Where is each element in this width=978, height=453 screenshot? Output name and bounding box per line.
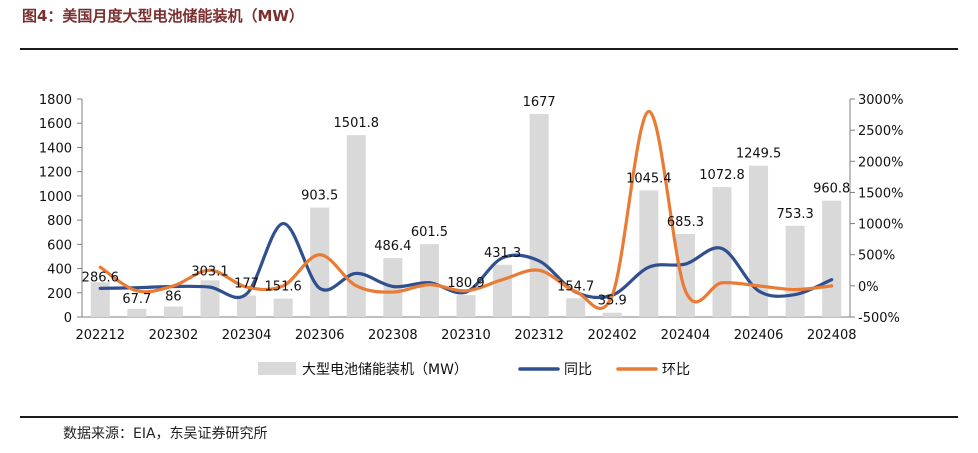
bar-202311 xyxy=(493,264,513,317)
bar-202305 xyxy=(273,298,293,317)
bar-202307 xyxy=(346,135,366,317)
bar-202310 xyxy=(456,295,476,317)
bar-202212 xyxy=(90,282,110,317)
y-left-tick-label: 200 xyxy=(47,287,72,302)
top-rule xyxy=(20,48,958,50)
data-label-202407: 753.3 xyxy=(777,207,814,222)
y-left-tick-label: 1400 xyxy=(39,141,72,156)
data-label-202403: 1045.4 xyxy=(626,171,672,186)
x-tick-label: 202402 xyxy=(587,328,637,343)
y-right-tick-label: 500% xyxy=(858,249,895,264)
data-label-202404: 685.3 xyxy=(667,215,704,230)
bottom-rule xyxy=(20,416,958,418)
y-left-tick-label: 1800 xyxy=(39,93,72,108)
data-label-202302: 86 xyxy=(165,290,182,305)
y-right-tick-label: -500% xyxy=(858,311,900,326)
y-left-tick-label: 600 xyxy=(47,238,72,253)
data-label-202301: 67.7 xyxy=(122,292,151,307)
y-right-tick-label: 2500% xyxy=(858,124,903,139)
y-right-tick-label: 2000% xyxy=(858,155,903,170)
x-tick-label: 202308 xyxy=(368,328,418,343)
y-left-tick-label: 0 xyxy=(64,311,72,326)
legend: 大型电池储能装机（MW） 同比 环比 xyxy=(258,362,690,378)
bar-202301 xyxy=(127,308,147,317)
bar-202306 xyxy=(310,207,330,317)
bar-202404 xyxy=(675,234,695,317)
data-label-202303: 303.1 xyxy=(191,264,228,279)
bar-202402 xyxy=(602,312,622,317)
bar-202403 xyxy=(639,190,659,317)
x-tick-label: 202406 xyxy=(734,328,784,343)
y-right-tick-label: 1500% xyxy=(858,186,903,201)
y-right-tick-label: 3000% xyxy=(858,93,903,108)
bar-202406 xyxy=(749,165,769,317)
data-label-202406: 1249.5 xyxy=(736,147,782,162)
y-left-tick-label: 1200 xyxy=(39,166,72,181)
bar-202304 xyxy=(237,295,257,317)
y-right-tick-label: 0% xyxy=(858,280,879,295)
bar-202312 xyxy=(529,113,549,317)
bar-202407 xyxy=(785,225,805,317)
y-right-tick-label: 1000% xyxy=(858,218,903,233)
source-note: 数据来源：EIA，东吴证券研究所 xyxy=(63,426,268,442)
x-tick-label: 202304 xyxy=(222,328,272,343)
data-label-202405: 1072.8 xyxy=(699,168,745,183)
x-tick-label: 202306 xyxy=(295,328,345,343)
data-label-202408: 960.8 xyxy=(813,182,850,197)
x-tick-label: 202312 xyxy=(514,328,564,343)
series-line-yoy xyxy=(98,221,834,300)
bar-202408 xyxy=(822,200,842,317)
lines-layer xyxy=(98,109,834,311)
data-label-202304: 177 xyxy=(234,277,259,292)
legend-label-bar: 大型电池储能装机（MW） xyxy=(302,362,468,378)
y-left-tick-label: 400 xyxy=(47,263,72,278)
y-left-tick-label: 800 xyxy=(47,214,72,229)
data-label-202401: 154.7 xyxy=(557,279,594,294)
bar-202302 xyxy=(163,306,183,317)
legend-swatch-bar xyxy=(258,362,296,375)
data-label-202309: 601.5 xyxy=(411,225,448,240)
y-left-tick-label: 1000 xyxy=(39,190,72,205)
data-label-202310: 180.9 xyxy=(447,276,484,291)
x-tick-label: 202408 xyxy=(807,328,857,343)
series-line-mom xyxy=(98,109,834,311)
data-label-202307: 1501.8 xyxy=(334,116,380,131)
data-label-202312: 1677 xyxy=(523,95,556,110)
figure-title: 图4：美国月度大型电池储能装机（MW） xyxy=(22,7,304,25)
bar-202401 xyxy=(566,298,586,317)
x-tick-label: 202212 xyxy=(75,328,125,343)
data-label-202402: 35.9 xyxy=(598,294,627,309)
data-label-202212: 286.6 xyxy=(82,270,119,285)
x-tick-label: 202310 xyxy=(441,328,491,343)
y-left-tick-label: 1600 xyxy=(39,117,72,132)
data-label-202308: 486.4 xyxy=(374,239,411,254)
data-label-202306: 903.5 xyxy=(301,189,338,204)
x-tick-label: 202302 xyxy=(149,328,199,343)
data-label-202311: 431.3 xyxy=(484,246,521,261)
axes-layer: 0 200 400 600 800 1000 1200 1400 1600 1800 -500% 0%… xyxy=(39,93,904,343)
data-labels-layer: 286.667.7 86 303.1 177 151.6 903.5 1501.8 486.4… xyxy=(82,95,851,309)
legend-label-yoy: 同比 xyxy=(564,362,592,378)
bar-202309 xyxy=(419,244,439,317)
x-tick-label: 202404 xyxy=(661,328,711,343)
data-label-202305: 151.6 xyxy=(265,280,302,295)
legend-label-mom: 环比 xyxy=(662,362,690,378)
